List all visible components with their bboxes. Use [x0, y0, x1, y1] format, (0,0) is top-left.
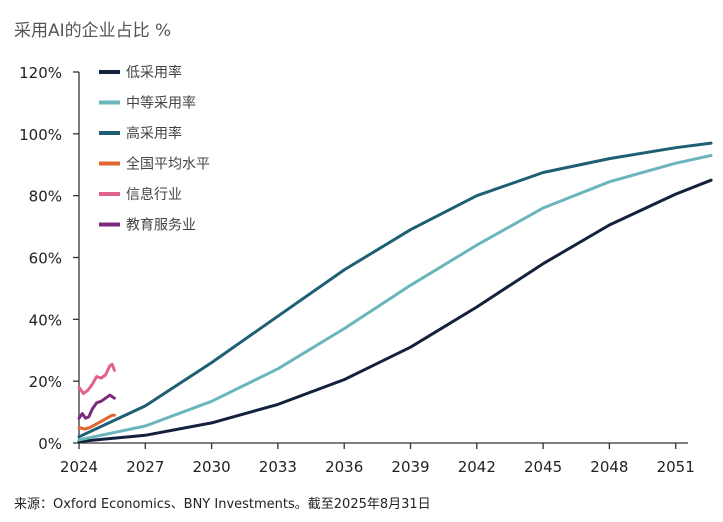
series-line-2 — [77, 141, 713, 439]
legend-label-3: 全国平均水平 — [126, 156, 210, 173]
x-tick-label: 2048 — [590, 458, 628, 476]
source-note: 来源：Oxford Economics、BNY Investments。截至20… — [14, 497, 431, 512]
x-tick-label: 2045 — [524, 458, 562, 476]
legend-label-0: 低采用率 — [126, 64, 182, 81]
x-tick-label: 2039 — [391, 458, 429, 476]
x-tick-label: 2030 — [193, 458, 231, 476]
legend-label-5: 教育服务业 — [126, 218, 196, 234]
chart-title: 采用AI的企业占比 % — [14, 21, 172, 41]
x-tick-label: 2051 — [657, 458, 695, 476]
y-tick-label: 120% — [19, 64, 62, 82]
y-tick-label: 60% — [29, 250, 62, 268]
x-tick-label: 2024 — [60, 458, 98, 476]
legend-label-1: 中等采用率 — [126, 95, 196, 112]
y-tick-label: 100% — [19, 126, 62, 144]
series-line-4 — [77, 362, 116, 395]
y-tick-label: 40% — [29, 311, 62, 329]
legend-label-4: 信息行业 — [126, 186, 182, 203]
series-line-5 — [77, 393, 116, 420]
series-line-3 — [77, 413, 116, 431]
series-line-0 — [77, 178, 713, 443]
series-line-1 — [77, 154, 713, 442]
legend-label-2: 高采用率 — [126, 125, 182, 142]
x-tick-label: 2033 — [259, 458, 297, 476]
x-tick-label: 2042 — [458, 458, 496, 476]
y-tick-label: 0% — [38, 435, 62, 453]
y-tick-label: 80% — [29, 188, 62, 206]
x-tick-label: 2027 — [126, 458, 164, 476]
y-tick-label: 20% — [29, 373, 62, 391]
x-tick-label: 2036 — [325, 458, 363, 476]
